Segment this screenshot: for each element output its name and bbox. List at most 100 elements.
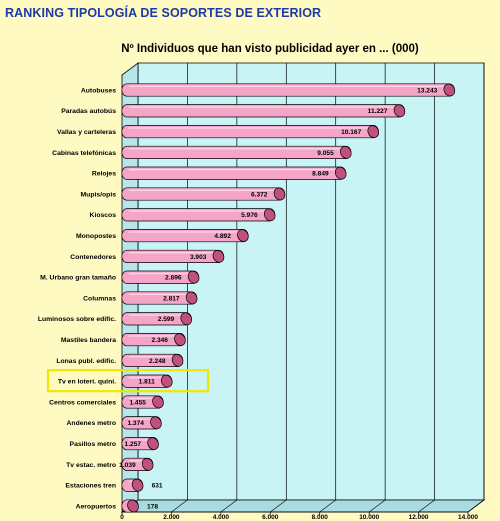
bar-tv-en-loteri-quini: [121, 374, 173, 388]
bar-mupis-opis: [121, 187, 286, 201]
bar-end-cap: [367, 125, 380, 138]
bar-end-cap: [180, 312, 193, 326]
data-label: 2.817: [163, 295, 180, 302]
data-label: 6.372: [251, 191, 268, 198]
bar-aeropuertos: [121, 499, 139, 513]
category-label: Estaciones tren: [65, 483, 116, 490]
bar-cabinas-telefonicas: [121, 145, 352, 159]
bar-luminosos-sobre-edific: [121, 312, 193, 326]
data-label: 4.892: [214, 233, 231, 240]
category-label: Luminosos sobre edific.: [38, 316, 116, 323]
floor-gridline: [368, 499, 386, 513]
bar-end-cap: [263, 208, 276, 222]
bar-end-cap: [340, 146, 352, 159]
category-label: Paradas autobús: [61, 108, 116, 115]
category-label: Mupis/opis: [81, 191, 117, 198]
bar-mastiles-bandera: [121, 333, 186, 347]
value-labels: 13.243 11.227 10.167 9.055 8.849 6.372 5.976 4.…: [119, 87, 437, 510]
bar-end-cap: [171, 354, 184, 367]
bar-autobuses: [121, 83, 456, 97]
category-label: Relojes: [92, 171, 116, 178]
category-label: Pasillos metro: [70, 441, 116, 448]
bar-centros-comerciales: [121, 395, 164, 409]
bar-m-urbano-gran-tamano: [121, 270, 200, 284]
bar-end-cap: [150, 416, 162, 430]
x-tick-label: 14.000: [458, 514, 478, 521]
bar-columnas: [121, 291, 198, 305]
bar-lonas-publ-edific: [121, 353, 184, 367]
floor-gridline: [467, 499, 485, 513]
data-label: 631: [152, 483, 163, 490]
data-label: 1.374: [127, 420, 144, 427]
bar-pasillos-metro: [121, 437, 159, 451]
bar-estaciones-tren: [121, 478, 144, 492]
data-label: 8.849: [312, 171, 329, 178]
x-tick-label: 10.000: [359, 514, 379, 521]
bar-end-cap: [273, 187, 286, 201]
x-tick-label: 12.000: [409, 514, 429, 521]
highlight-layer: [46, 369, 210, 393]
x-tick-label: 4.000: [213, 514, 230, 521]
bar-end-cap: [237, 229, 249, 242]
x-tick-label: 2.000: [163, 514, 180, 521]
floor-gridline: [220, 499, 238, 513]
category-label: Mastiles bandera: [61, 337, 116, 344]
category-label: Lonas publ. edific.: [56, 358, 116, 365]
x-tick-label: 6.000: [262, 514, 279, 521]
bar-end-cap: [160, 374, 173, 388]
data-label: 3.903: [190, 254, 207, 261]
data-label: 5.976: [241, 212, 258, 219]
bar-relojes: [121, 166, 347, 180]
category-label: Aeropuertos: [76, 503, 117, 510]
bar-end-cap: [127, 499, 139, 513]
data-label: 11.227: [368, 108, 388, 115]
data-label: 9.055: [317, 150, 334, 157]
category-label: Columnas: [83, 295, 116, 302]
bar-end-cap: [131, 478, 144, 492]
bar-paradas-autobus: [121, 104, 406, 118]
category-label: Tv estac. metro: [66, 462, 116, 469]
floor-gridline: [418, 499, 435, 513]
bar-end-cap: [187, 270, 200, 284]
data-label: 13.243: [417, 87, 438, 94]
data-label: 1.257: [125, 441, 142, 448]
category-label: Kioscos: [90, 212, 117, 219]
chart-title: Nº Individuos que han visto publicidad a…: [121, 43, 419, 55]
bar-end-cap: [212, 250, 225, 263]
bars: [121, 83, 456, 513]
bar-andenes-metro: [121, 416, 162, 430]
bar-tv-estac-metro: [121, 457, 154, 471]
category-label: M. Urbano gran tamaño: [40, 275, 116, 282]
bar-kioscos: [121, 208, 276, 222]
data-label: 1.811: [139, 379, 155, 386]
data-label: 1.039: [119, 462, 136, 469]
x-tick-label: 8.000: [312, 514, 329, 521]
bar-end-cap: [334, 166, 347, 180]
category-axis: Autobuses Paradas autobús Vallas y cartele…: [38, 87, 116, 510]
data-label: 2.896: [165, 275, 182, 282]
data-label: 2.248: [149, 358, 166, 365]
category-label: Andenes metro: [67, 420, 116, 427]
category-label: Autobuses: [81, 87, 116, 94]
bar-end-cap: [393, 104, 406, 118]
bar-end-cap: [152, 395, 164, 409]
x-axis: 0 2.000 4.000 6.000 8.000 10.000 12.000 14.000: [120, 511, 478, 521]
data-label: 178: [147, 503, 158, 510]
category-label: Centros comerciales: [49, 399, 116, 406]
page-title: RANKING TIPOLOGÍA DE SOPORTES DE EXTERIO…: [5, 6, 322, 20]
bar-end-cap: [141, 458, 154, 471]
floor-gridline: [171, 499, 188, 513]
category-label: Monopostes: [76, 233, 116, 240]
highlight-box: [46, 369, 210, 393]
data-label: 10.167: [341, 129, 362, 136]
data-label: 2.346: [151, 337, 168, 344]
floor-gridline: [270, 499, 287, 513]
x-tick-label: 0: [120, 514, 124, 521]
plot-floor: [120, 499, 486, 513]
category-label: Contenedores: [70, 254, 116, 261]
data-label: 1.455: [129, 399, 146, 406]
bar-end-cap: [147, 437, 159, 450]
bar-monopostes: [121, 229, 249, 243]
bar-end-cap: [174, 333, 186, 346]
bar-vallas-y-carteleras: [121, 125, 380, 139]
